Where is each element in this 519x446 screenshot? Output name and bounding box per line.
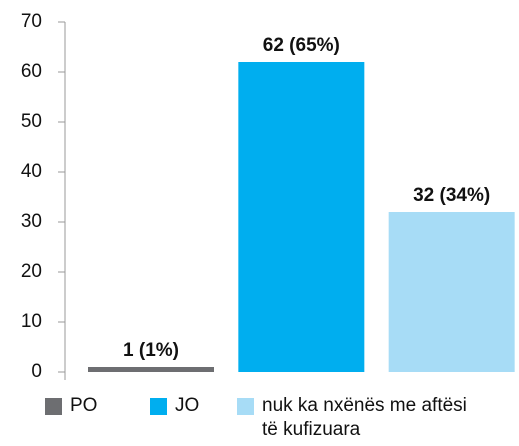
y-tick-label: 10 bbox=[21, 311, 42, 332]
legend-label: PO bbox=[70, 395, 98, 416]
y-tick-label: 0 bbox=[31, 361, 42, 382]
value-label: 1 (1%) bbox=[123, 340, 179, 361]
bar bbox=[88, 367, 214, 372]
y-tick-label: 20 bbox=[21, 261, 42, 282]
value-label: 32 (34%) bbox=[413, 185, 490, 206]
bar bbox=[388, 212, 515, 372]
legend-swatch bbox=[237, 398, 254, 415]
y-tick-label: 40 bbox=[21, 161, 42, 182]
legend-swatch bbox=[150, 398, 167, 415]
value-label: 62 (65%) bbox=[263, 35, 340, 56]
legend-label: JO bbox=[175, 395, 200, 416]
y-tick-label: 30 bbox=[21, 211, 42, 232]
y-tick-label: 70 bbox=[21, 11, 42, 32]
bar bbox=[238, 62, 365, 372]
y-tick-label: 60 bbox=[21, 61, 42, 82]
legend-label: nuk ka nxënës me aftësi të kufizuara bbox=[262, 395, 467, 440]
legend-swatch bbox=[45, 398, 62, 415]
y-tick-label: 50 bbox=[21, 111, 42, 132]
